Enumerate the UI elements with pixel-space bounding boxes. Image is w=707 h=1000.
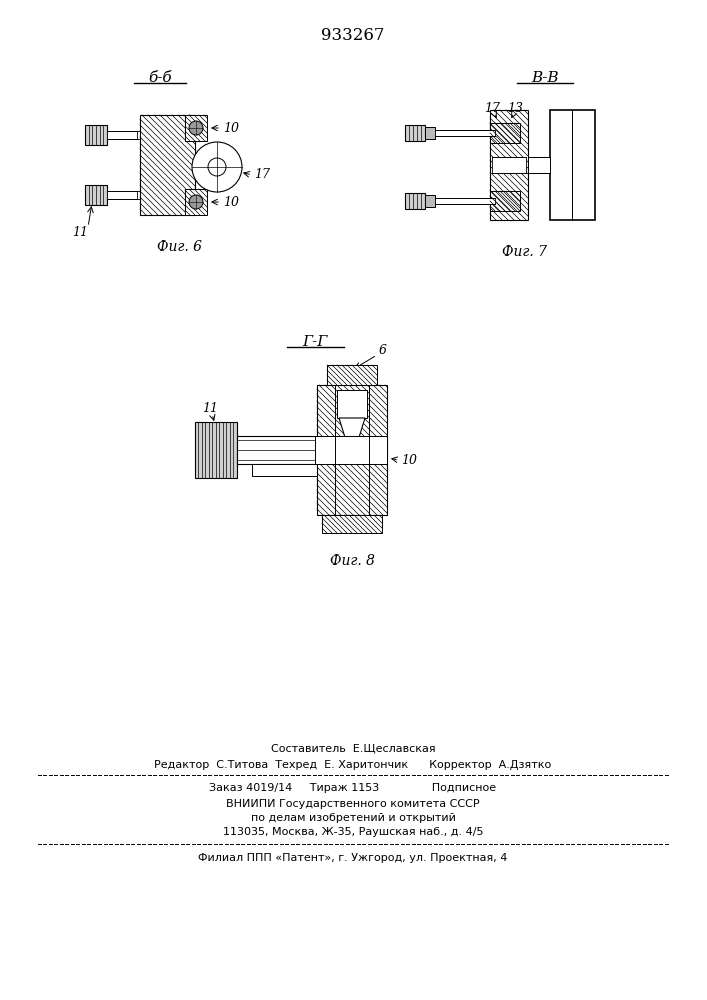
Bar — [185, 115, 207, 141]
Circle shape — [189, 195, 203, 209]
Bar — [252, 464, 317, 476]
Bar — [107, 191, 137, 199]
Bar — [317, 385, 387, 515]
Circle shape — [189, 121, 203, 135]
Bar — [425, 127, 435, 139]
Text: 17: 17 — [484, 103, 500, 115]
Text: Фиг. 7: Фиг. 7 — [503, 245, 547, 259]
Text: Филиал ППП «Патент», г. Ужгород, ул. Проектная, 4: Филиал ППП «Патент», г. Ужгород, ул. Про… — [198, 853, 508, 863]
Bar — [337, 390, 367, 418]
Bar — [405, 125, 425, 141]
Text: 6: 6 — [379, 344, 387, 358]
Text: 10: 10 — [223, 196, 239, 209]
Bar — [490, 110, 528, 220]
Text: Заказ 4019/14     Тираж 1153               Подписное: Заказ 4019/14 Тираж 1153 Подписное — [209, 783, 496, 793]
Text: 113035, Москва, Ж-35, Раушская наб., д. 4/5: 113035, Москва, Ж-35, Раушская наб., д. … — [223, 827, 484, 837]
Polygon shape — [339, 418, 365, 460]
Bar — [107, 131, 137, 139]
Text: Фиг. 8: Фиг. 8 — [330, 554, 375, 568]
Bar — [140, 115, 195, 215]
Bar — [405, 193, 425, 209]
Text: В-В: В-В — [531, 71, 559, 85]
Bar — [435, 198, 495, 204]
Bar — [550, 110, 595, 220]
Bar — [237, 436, 317, 464]
Bar — [528, 157, 550, 173]
Text: Г-Г: Г-Г — [303, 335, 327, 349]
Bar — [327, 365, 377, 385]
Circle shape — [192, 142, 242, 192]
Text: б-б: б-б — [148, 71, 172, 85]
Bar — [425, 195, 435, 207]
Text: Редактор  С.Титова  Техред  Е. Харитончик      Корректор  А.Дзятко: Редактор С.Титова Техред Е. Харитончик К… — [154, 760, 551, 770]
Text: 11: 11 — [202, 401, 218, 414]
Bar — [492, 157, 526, 173]
Circle shape — [208, 158, 226, 176]
Text: 10: 10 — [401, 454, 417, 466]
Text: 933267: 933267 — [321, 26, 385, 43]
Text: 17: 17 — [254, 168, 270, 182]
Text: Составитель  Е.Щеславская: Составитель Е.Щеславская — [271, 743, 436, 753]
Text: 11: 11 — [72, 227, 88, 239]
Text: Фиг. 6: Фиг. 6 — [158, 240, 202, 254]
Bar — [85, 125, 107, 145]
Bar — [315, 436, 387, 464]
Bar — [490, 191, 520, 211]
Bar — [490, 123, 520, 143]
Text: 10: 10 — [223, 121, 239, 134]
Bar — [85, 185, 107, 205]
Bar — [195, 422, 237, 478]
Text: ВНИИПИ Государственного комитета СССР: ВНИИПИ Государственного комитета СССР — [226, 799, 480, 809]
Text: 13: 13 — [507, 103, 523, 115]
Text: по делам изобретений и открытий: по делам изобретений и открытий — [250, 813, 455, 823]
Bar — [435, 130, 495, 136]
Bar — [185, 189, 207, 215]
Bar — [322, 515, 382, 533]
